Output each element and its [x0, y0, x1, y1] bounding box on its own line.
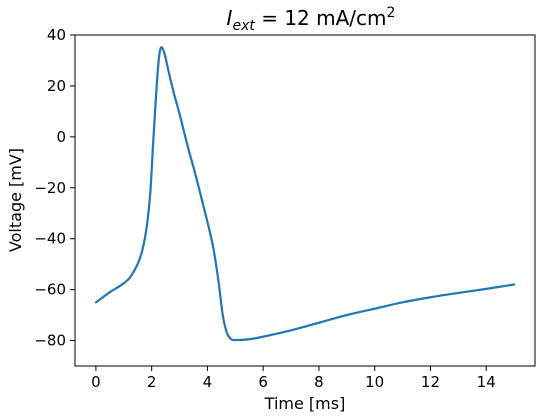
x-tick-label: 14	[477, 373, 496, 391]
x-tick-label: 8	[314, 373, 324, 391]
x-axis-label: Time [ms]	[264, 394, 346, 413]
x-tick-label: 10	[365, 373, 384, 391]
x-tick-label: 6	[258, 373, 268, 391]
chart-title: Iext = 12 mA/cm2	[227, 5, 396, 34]
y-tick-label: −80	[34, 332, 66, 350]
y-tick-label: −60	[34, 281, 66, 299]
x-tick-label: 0	[91, 373, 101, 391]
y-axis: −80 −60 −40 −20 0 20 40	[34, 26, 75, 350]
y-tick-label: 20	[47, 77, 66, 95]
plot-frame	[74, 34, 536, 367]
x-tick-label: 4	[203, 373, 213, 391]
title-variable: I	[227, 6, 233, 30]
y-tick-label: 0	[56, 128, 66, 146]
title-superscript: 2	[387, 5, 396, 21]
y-tick-label: −20	[34, 179, 66, 197]
x-axis: 0 2 4 6 8 10 12 14	[91, 366, 496, 391]
x-tick-label: 12	[421, 373, 440, 391]
title-subscript: ext	[232, 18, 255, 34]
plot-area	[94, 46, 516, 342]
y-tick-label: −40	[34, 230, 66, 248]
y-tick-label: 40	[47, 26, 66, 44]
y-axis-label: Voltage [mV]	[6, 148, 25, 252]
x-tick-label: 2	[147, 373, 157, 391]
title-text: = 12 mA/cm	[255, 6, 387, 30]
series-line	[94, 46, 516, 342]
